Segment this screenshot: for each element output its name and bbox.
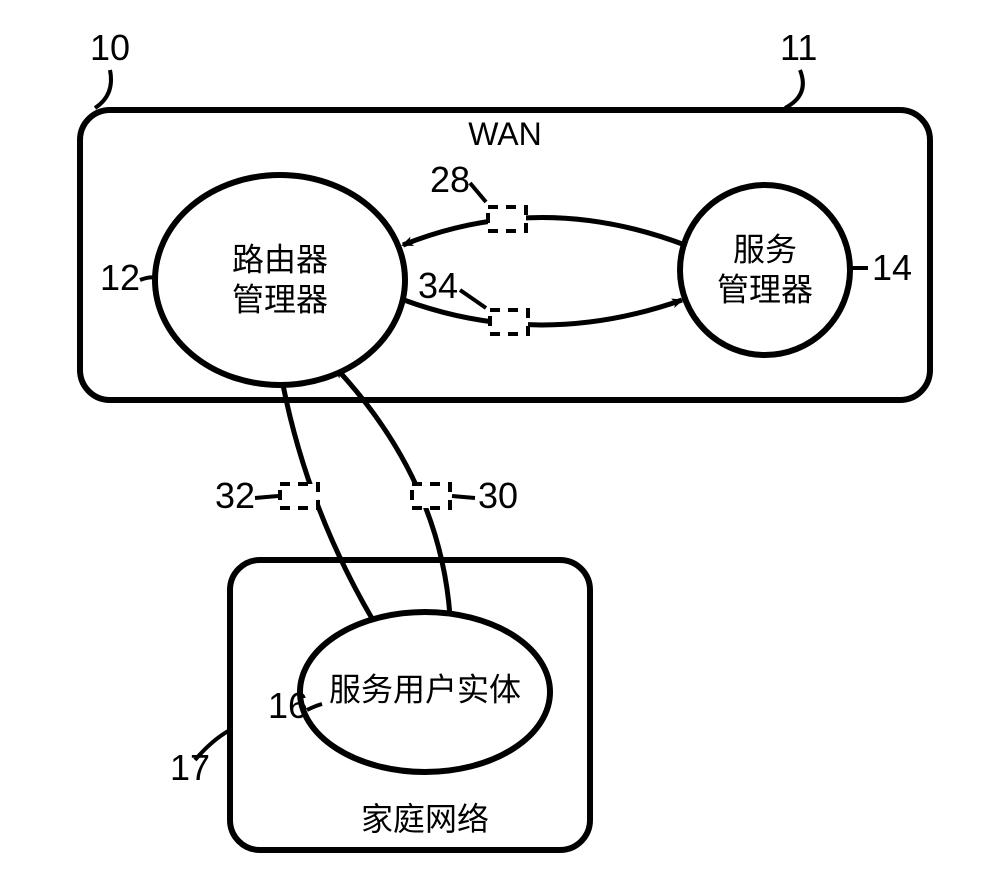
ref-30: 30 [478, 475, 518, 516]
ref-28: 28 [430, 159, 470, 200]
marker-30 [412, 484, 450, 508]
user-entity-label-0: 服务用户实体 [329, 671, 521, 707]
service-manager-label-0: 服务 [733, 231, 797, 267]
ref-11-leader [785, 70, 803, 108]
network-diagram: WAN 家庭网络 路由器管理器 服务管理器服务用户实体 10 11 12 14 28 34 32… [0, 0, 1000, 892]
marker-28 [488, 207, 526, 231]
ref-34-leader [460, 290, 486, 308]
wan-box-label: WAN [468, 116, 541, 152]
ref-11: 11 [780, 27, 817, 68]
service-manager [680, 185, 850, 355]
router-manager-label-1: 管理器 [232, 281, 328, 317]
ref-14: 14 [872, 247, 912, 288]
marker-34 [490, 310, 528, 334]
home-box-label: 家庭网络 [361, 801, 489, 837]
router-manager-label-0: 路由器 [232, 241, 328, 277]
ref-30-leader [452, 496, 475, 498]
ref-10-leader [95, 70, 111, 108]
ref-32-leader [255, 496, 278, 498]
edge-28 [403, 218, 685, 246]
ref-10: 10 [90, 27, 130, 68]
ref-17: 17 [170, 747, 210, 788]
edge-32 [283, 385, 385, 640]
service-manager-label-1: 管理器 [717, 271, 813, 307]
ref-28-leader [470, 183, 486, 202]
ref-34: 34 [418, 265, 458, 306]
ref-32: 32 [215, 475, 255, 516]
router-manager [155, 175, 405, 385]
marker-32 [280, 484, 318, 508]
ref-16: 16 [268, 685, 308, 726]
ref-12: 12 [100, 257, 140, 298]
